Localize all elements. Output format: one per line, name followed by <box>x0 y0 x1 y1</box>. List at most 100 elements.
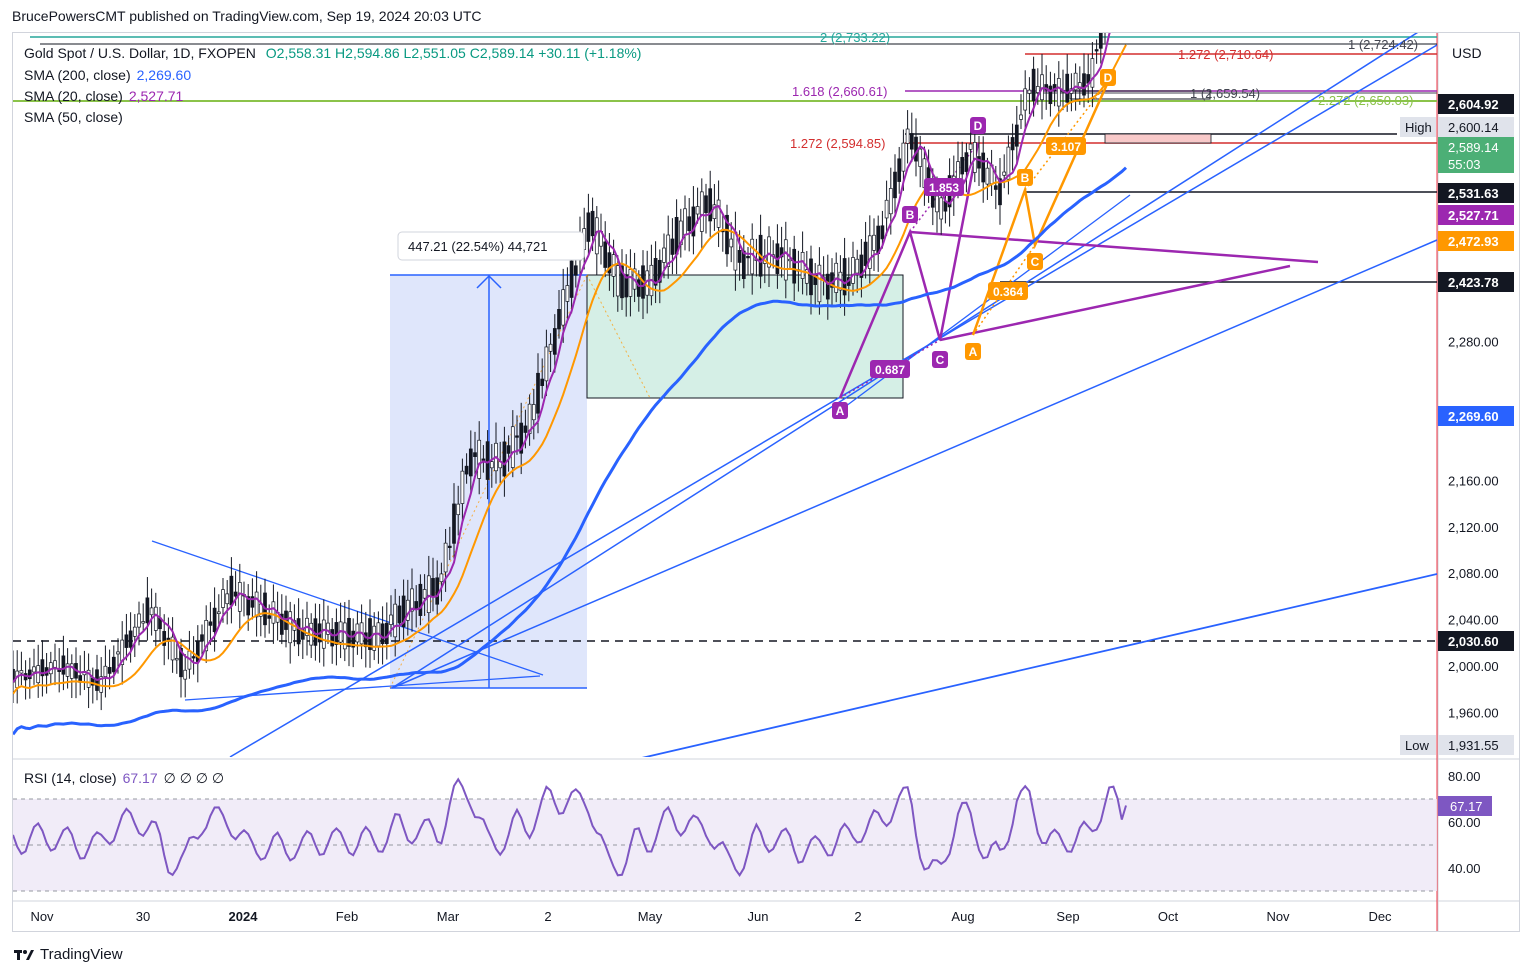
level-badge-text: 2,531.63 <box>1448 186 1499 201</box>
candle-up <box>174 658 179 661</box>
candle-up <box>372 625 377 651</box>
candle-up <box>225 593 230 605</box>
tradingview-logo-icon <box>14 948 34 962</box>
time-axis-tick: Aug <box>951 909 974 924</box>
candle-down <box>179 647 183 678</box>
candle-up <box>254 591 259 618</box>
candle-down <box>624 274 629 298</box>
publisher-line: BrucePowersCMT published on TradingView.… <box>12 8 482 24</box>
candle-up <box>972 141 977 173</box>
level-badge <box>1438 272 1514 292</box>
level-badge <box>1438 94 1514 114</box>
candle-down <box>1048 85 1053 105</box>
candle-down <box>447 545 452 548</box>
candle-down <box>296 618 301 645</box>
time-axis-tick: Nov <box>1266 909 1290 924</box>
price-axis-tick: 2,000.00 <box>1448 659 1499 674</box>
candle-down <box>557 309 561 330</box>
candle-down <box>687 216 692 232</box>
level-badge <box>1438 406 1514 426</box>
candle-down <box>1031 68 1036 102</box>
last-price-text: 2,589.14 <box>1448 140 1499 155</box>
candle-up <box>410 588 414 612</box>
legend-sma50[interactable]: SMA (50, close) <box>24 109 123 125</box>
candle-down <box>636 279 641 297</box>
candle-down <box>653 258 658 286</box>
candle-down <box>590 210 595 237</box>
candle-down <box>431 578 435 596</box>
candle-down <box>351 630 356 648</box>
candle-down <box>586 212 591 242</box>
candle-down <box>246 596 251 616</box>
candle-down <box>746 256 750 259</box>
currency-label[interactable]: USD <box>1452 45 1482 61</box>
time-axis-tick: 2 <box>544 909 551 924</box>
fib-labels: 2 (2,733.22) 1 (2,724.42) 1.272 (2,710.64)… <box>790 30 1418 151</box>
candle-up <box>86 669 91 688</box>
candle-down <box>502 441 507 477</box>
svg-text:A: A <box>969 345 978 359</box>
fib-level-label: 1 (2,724.42) <box>1348 37 1418 52</box>
level-badge <box>1438 205 1514 225</box>
candle-up <box>422 589 427 599</box>
candle-up <box>389 614 393 625</box>
candle-down <box>233 591 238 597</box>
svg-text:C: C <box>936 353 945 367</box>
legend-rsi[interactable]: RSI (14, close) 67.17 ∅ ∅ ∅ ∅ <box>24 770 224 787</box>
candle-up <box>905 128 910 144</box>
candle-down <box>191 656 196 659</box>
candle-down <box>657 259 662 283</box>
candle-down <box>914 136 918 162</box>
candle-down <box>670 238 675 255</box>
time-axis-tick: 2024 <box>229 909 259 924</box>
rsi-line <box>13 777 1127 878</box>
candle-up <box>103 665 108 677</box>
last-price-badge <box>1438 137 1514 173</box>
time-axis: Nov 30 2024 Feb Mar 2 May Jun 2 Aug Sep Oct Nov Dec <box>30 909 1392 924</box>
candle-up <box>767 236 771 268</box>
candle-down <box>1065 73 1070 103</box>
candle-down <box>540 378 545 386</box>
candle-up <box>666 234 671 267</box>
svg-text:B: B <box>1021 171 1030 185</box>
candle-up <box>1112 0 1115 6</box>
candle-down <box>859 254 864 278</box>
tradingview-footer: TradingView <box>14 946 123 963</box>
candle-up <box>918 148 923 167</box>
legend-sma200[interactable]: SMA (200, close) 2,269.60 <box>24 67 191 83</box>
candle-up <box>699 191 704 232</box>
candle-down <box>347 617 351 647</box>
candle-up <box>1027 89 1032 94</box>
candle-down <box>893 171 897 199</box>
candle-down <box>523 425 528 433</box>
legend-symbol-row[interactable]: Gold Spot / U.S. Dollar, 1D, FXOPEN O2,5… <box>24 45 641 61</box>
candle-up <box>456 503 461 516</box>
candle-up <box>149 607 154 616</box>
candle-down <box>250 596 255 608</box>
level-badge-text: 2,269.60 <box>1448 409 1499 424</box>
price-axis-tick: 2,080.00 <box>1448 566 1499 581</box>
legend-sma20[interactable]: SMA (20, close) 2,527.71 <box>24 88 183 104</box>
candle-down <box>414 601 419 610</box>
candle-down <box>960 157 965 175</box>
level-badge <box>1438 183 1514 203</box>
candle-up <box>141 621 146 624</box>
chart-frame <box>12 32 1520 932</box>
candle-down <box>200 634 204 642</box>
candle-down <box>1044 84 1049 91</box>
rsi-extra: ∅ ∅ ∅ ∅ <box>163 770 225 786</box>
candle-down <box>897 158 902 182</box>
candle-up <box>729 238 734 248</box>
candle-up <box>321 619 326 649</box>
candle-down <box>506 445 511 454</box>
candle-down <box>195 641 200 662</box>
candle-down <box>384 622 389 645</box>
tradingview-brand: TradingView <box>40 946 123 963</box>
candle-down <box>825 273 830 300</box>
level-badge <box>1438 631 1514 651</box>
candle-up <box>439 573 444 583</box>
candle-down <box>607 252 612 274</box>
candle-up <box>137 613 141 628</box>
candle-up <box>851 257 855 284</box>
